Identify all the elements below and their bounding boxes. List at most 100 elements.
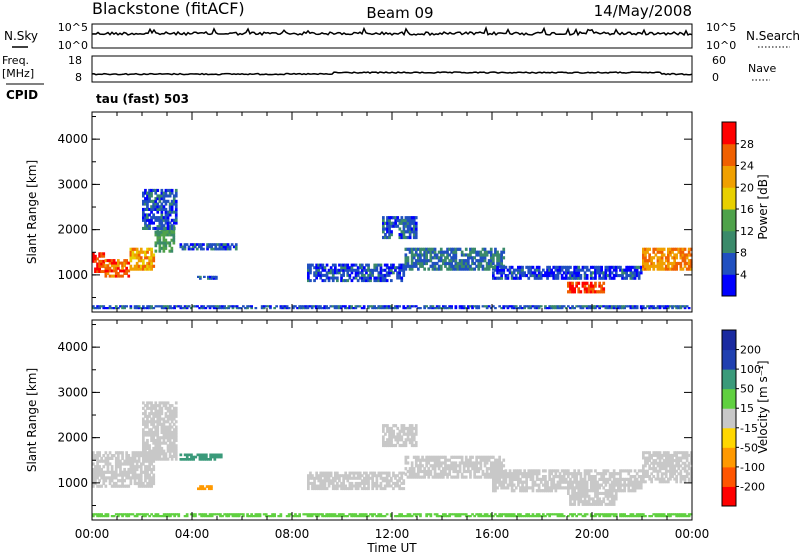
range-cell <box>382 426 385 431</box>
range-cell <box>139 247 143 251</box>
range-cell <box>377 276 381 280</box>
range-cell <box>360 479 364 483</box>
range-cell <box>338 484 341 488</box>
range-cell <box>464 469 468 474</box>
range-cell <box>431 250 435 254</box>
range-cell <box>687 267 691 271</box>
range-cell <box>546 265 549 269</box>
range-cell <box>327 474 331 478</box>
range-cell <box>477 469 481 474</box>
range-cell <box>139 462 143 466</box>
range-cell <box>585 281 589 285</box>
range-cell <box>625 515 628 518</box>
range-cell <box>388 218 391 223</box>
range-cell <box>506 274 510 278</box>
range-cell <box>131 451 135 455</box>
range-cell <box>669 464 672 468</box>
range-cell <box>421 475 424 479</box>
range-cell <box>166 433 170 437</box>
range-cell <box>385 271 389 275</box>
range-cell <box>344 268 347 272</box>
range-cell <box>194 305 197 308</box>
range-cell <box>554 265 558 269</box>
range-cell <box>496 256 499 260</box>
range-cell <box>396 218 400 223</box>
range-cell <box>158 216 162 220</box>
range-cell <box>489 253 493 257</box>
range-cell <box>106 515 110 518</box>
range-cell <box>658 459 662 463</box>
range-cell <box>419 467 422 471</box>
range-cell <box>221 515 224 518</box>
range-cell <box>321 307 324 310</box>
range-cell <box>527 486 531 490</box>
range-cell <box>512 489 516 493</box>
range-cell <box>556 268 560 272</box>
range-cell <box>110 467 114 472</box>
range-cell <box>269 515 272 518</box>
range-cell <box>556 480 560 484</box>
range-cell <box>602 271 606 275</box>
range-cell <box>512 483 516 487</box>
range-cell <box>644 515 647 518</box>
range-cell <box>211 275 214 278</box>
range-cell <box>437 305 441 308</box>
range-cell <box>142 417 145 421</box>
range-cell <box>114 470 118 474</box>
range-cell <box>146 224 149 228</box>
range-cell <box>477 467 481 471</box>
range-cell <box>475 467 478 471</box>
y-tick-label: 4000 <box>57 132 88 146</box>
range-cell <box>423 475 426 479</box>
range-cell <box>414 250 418 254</box>
range-cell <box>531 480 535 484</box>
range-cell <box>96 470 99 474</box>
range-cell <box>131 476 135 480</box>
range-cell <box>152 417 155 421</box>
range-cell <box>610 271 614 275</box>
range-cell <box>550 472 553 476</box>
range-cell <box>306 515 310 518</box>
range-cell <box>356 484 360 488</box>
range-cell <box>669 247 672 251</box>
range-cell <box>402 443 406 448</box>
range-cell <box>635 486 639 490</box>
range-cell <box>390 216 393 220</box>
range-cell <box>158 438 162 442</box>
range-cell <box>358 471 362 475</box>
range-cell <box>367 484 370 488</box>
range-cell <box>444 464 447 468</box>
range-cell <box>564 486 568 490</box>
range-cell <box>160 221 164 225</box>
range-cell <box>533 276 537 280</box>
range-cell <box>521 271 524 275</box>
range-cell <box>402 230 406 234</box>
range-cell <box>598 274 601 278</box>
range-cell <box>398 432 402 436</box>
range-cell <box>212 305 216 308</box>
range-cell <box>174 457 178 461</box>
range-cell <box>323 268 327 272</box>
range-cell <box>383 515 387 518</box>
range-cell <box>402 471 406 475</box>
range-cell <box>229 513 233 516</box>
range-cell <box>404 461 408 465</box>
range-cell <box>481 267 485 271</box>
range-cell <box>475 461 478 465</box>
range-cell <box>117 261 120 265</box>
range-cell <box>419 469 422 474</box>
range-cell <box>127 456 131 460</box>
range-cell <box>587 477 591 481</box>
range-cell <box>367 474 370 478</box>
range-cell <box>248 305 251 308</box>
range-cell <box>400 279 404 283</box>
range-cell <box>487 458 491 462</box>
range-cell <box>446 472 449 476</box>
range-cell <box>639 475 643 479</box>
range-cell <box>544 307 547 310</box>
range-cell <box>360 279 364 283</box>
range-cell <box>162 305 166 308</box>
range-cell <box>150 454 153 458</box>
range-cell <box>492 483 495 487</box>
